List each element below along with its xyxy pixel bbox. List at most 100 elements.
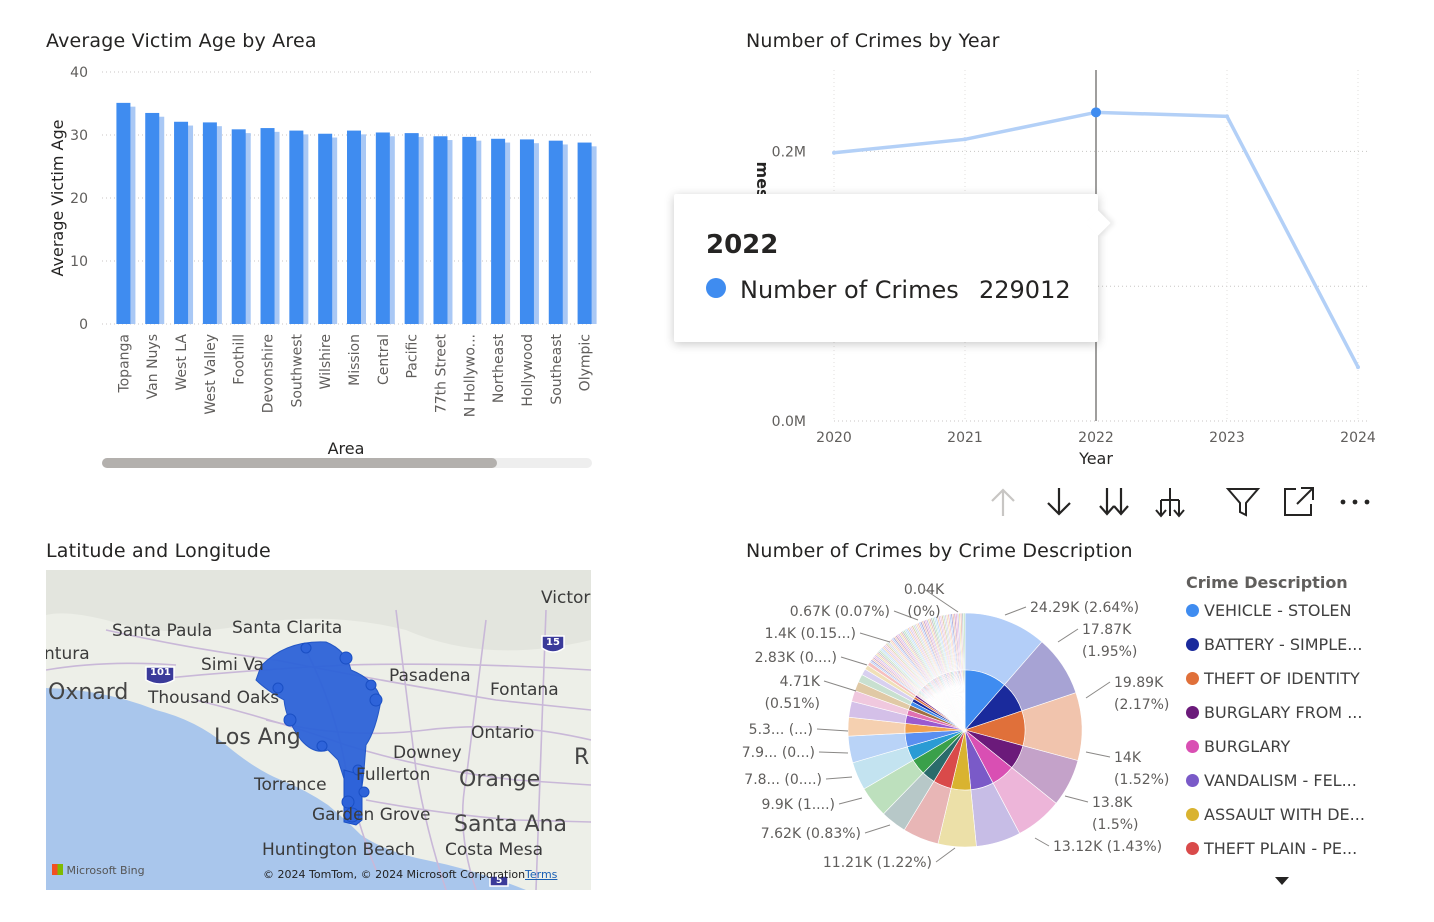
bar[interactable] xyxy=(462,136,477,324)
bar[interactable] xyxy=(174,121,189,324)
bar-y-tick: 20 xyxy=(70,191,88,207)
line-point[interactable] xyxy=(832,150,836,155)
pie-data-label: 0.67K (0.07%) xyxy=(790,604,890,620)
legend-item[interactable]: BATTERY - SIMPLE... xyxy=(1186,635,1362,654)
expand-hierarchy-icon[interactable] xyxy=(1152,484,1188,520)
bar[interactable] xyxy=(548,140,563,324)
legend-title: Crime Description xyxy=(1186,573,1348,592)
pie-data-label-text: (0%) xyxy=(907,604,940,620)
tooltip-value: 229012 xyxy=(979,276,1071,304)
map-label-fontana: Fontana xyxy=(490,680,559,700)
bar-chart-title: Average Victim Age by Area xyxy=(46,30,317,52)
bar-y-axis-title: Average Victim Age xyxy=(48,120,67,277)
legend-item[interactable]: THEFT PLAIN - PE... xyxy=(1186,839,1357,858)
legend-item[interactable]: THEFT OF IDENTITY xyxy=(1186,669,1360,688)
pie-data-label-text: 1.4K (0.15...) xyxy=(765,626,856,642)
map-label-victor: Victor xyxy=(541,588,591,608)
map-label-riverside: Ri xyxy=(574,745,591,770)
pie-leader-line xyxy=(1085,681,1111,699)
pie-data-label-text: (1.95%) xyxy=(1082,644,1137,660)
bar[interactable] xyxy=(519,139,534,324)
bar[interactable] xyxy=(433,136,448,324)
pie-data-label: 5.3... (...) xyxy=(749,722,813,738)
bar-scrollbar-thumb[interactable] xyxy=(102,458,497,468)
pie-leader-line xyxy=(935,847,956,863)
bing-logo: Microsoft Bing xyxy=(52,864,145,877)
bar[interactable] xyxy=(116,102,131,324)
legend-item-label: BURGLARY FROM ... xyxy=(1204,703,1363,722)
bar-x-tick: Van Nuys xyxy=(145,334,161,399)
line-point[interactable] xyxy=(963,137,967,142)
more-options-icon[interactable] xyxy=(1337,484,1373,520)
legend-item[interactable]: VANDALISM - FEL... xyxy=(1186,771,1357,790)
map-label-los-angeles: Los Ang xyxy=(214,725,301,750)
bar[interactable] xyxy=(260,128,275,324)
bar-x-axis-title: Area xyxy=(328,439,365,458)
line-chart[interactable]: 0.2M 0.0M mes 2020 2021 2022 2023 2024 Year xyxy=(740,60,1400,480)
focus-mode-icon[interactable] xyxy=(1281,484,1317,520)
map-label-garden-grove: Garden Grove xyxy=(312,805,431,825)
next-level-icon[interactable] xyxy=(1096,484,1132,520)
legend-item[interactable]: VEHICLE - STOLEN xyxy=(1186,601,1351,620)
drill-up-icon[interactable] xyxy=(985,484,1021,520)
legend-item-label: THEFT PLAIN - PE... xyxy=(1204,839,1358,858)
bar-x-tick: West Valley xyxy=(203,334,219,415)
pie-chart[interactable]: 24.29K (2.64%) 17.87K (1.95%) 19.89K (2.17%)… xyxy=(740,570,1180,880)
bar-chart[interactable]: 0 10 20 30 40 Topanga Van Nuys West LA West Vall… xyxy=(40,60,610,480)
legend-item[interactable]: BURGLARY xyxy=(1186,737,1290,756)
map-background xyxy=(46,570,591,890)
pie-data-label-text: 14K xyxy=(1114,750,1142,766)
bar[interactable] xyxy=(375,132,390,324)
map-terms-link[interactable]: Terms xyxy=(525,868,558,881)
legend-dot-icon xyxy=(1186,740,1199,753)
bar[interactable] xyxy=(145,112,160,324)
pie-data-label-text: 5.3... (...) xyxy=(749,722,813,738)
map-visual[interactable]: Victor Santa Paula Santa Clarita ntura S… xyxy=(46,570,591,890)
legend-dot-icon xyxy=(1186,808,1199,821)
bar-x-tick: 77th Street xyxy=(433,333,449,413)
pie-data-label-text: 13.8K xyxy=(1092,795,1133,811)
line-point[interactable] xyxy=(1225,114,1229,119)
pie-leader-line xyxy=(840,656,868,666)
drill-down-icon[interactable] xyxy=(1041,484,1077,520)
pie-data-label-text: 4.71K xyxy=(780,674,821,690)
pie-leader-line xyxy=(816,728,849,732)
bar-x-tick: Devonshire xyxy=(261,334,277,413)
bar[interactable] xyxy=(491,138,506,324)
pie-data-label-text: 17.87K xyxy=(1082,622,1132,638)
pie-data-label: 2.83K (0....) xyxy=(755,650,837,666)
bar[interactable] xyxy=(202,122,217,325)
legend-item-label: BURGLARY xyxy=(1204,737,1291,756)
pie-slice-inner[interactable] xyxy=(963,669,966,731)
legend-item-label: VEHICLE - STOLEN xyxy=(1204,601,1352,620)
pie-data-label-text: 13.12K (1.43%) xyxy=(1053,839,1162,855)
bar[interactable] xyxy=(404,133,419,324)
pie-leader-line xyxy=(818,751,849,754)
bar[interactable] xyxy=(577,142,592,324)
map-label-santa-ana: Santa Ana xyxy=(454,812,567,837)
legend-item-label: THEFT OF IDENTITY xyxy=(1204,669,1360,688)
pie-data-label: 13.12K (1.43%) xyxy=(1053,839,1162,855)
bar[interactable] xyxy=(289,130,304,324)
line-point-highlighted[interactable] xyxy=(1091,107,1101,118)
bar-x-tick: Olympic xyxy=(578,334,594,391)
pie-data-label-text: (2.17%) xyxy=(1114,697,1169,713)
pie-data-label: 4.71K (0.51%) xyxy=(765,674,821,712)
legend-item[interactable]: ASSAULT WITH DE... xyxy=(1186,805,1365,824)
line-point[interactable] xyxy=(1356,365,1360,370)
tooltip-title: 2022 xyxy=(706,230,779,260)
line-x-tick: 2021 xyxy=(947,430,983,446)
pie-data-label: 24.29K (2.64%) xyxy=(1030,600,1139,616)
map-label-oxnard: Oxnard xyxy=(48,680,129,705)
bar[interactable] xyxy=(347,130,361,324)
bar[interactable] xyxy=(318,133,333,324)
bar[interactable] xyxy=(231,129,246,324)
pie-leader-line xyxy=(893,610,919,621)
legend-scroll-down-icon[interactable] xyxy=(1274,876,1290,886)
bar-y-tick: 40 xyxy=(70,65,88,81)
legend-item[interactable]: BURGLARY FROM ... xyxy=(1186,703,1362,722)
pie-data-label: 7.9... (0...) xyxy=(742,745,815,761)
map-label-costa-mesa: Costa Mesa xyxy=(445,840,544,860)
tooltip-series-dot xyxy=(706,278,726,298)
filter-icon[interactable] xyxy=(1225,484,1261,520)
